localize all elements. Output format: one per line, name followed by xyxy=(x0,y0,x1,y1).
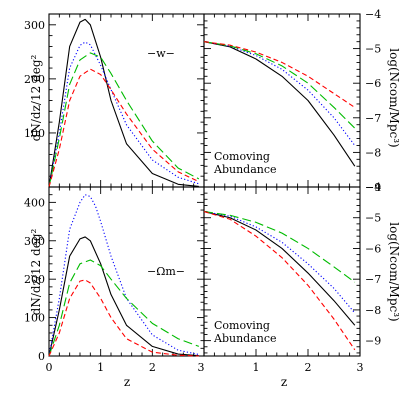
y-tick-label: 200 xyxy=(24,73,45,86)
x-tick-label: 2 xyxy=(305,361,312,374)
left-ylabel-top: dN/dz/12 deg² xyxy=(29,55,43,142)
right-ylabel-bottom: log(Ncom/Mpc³) xyxy=(387,222,401,321)
series-line-long-dash xyxy=(48,52,200,188)
y-tick-label: 0 xyxy=(38,350,45,363)
y-tick-label: 200 xyxy=(24,273,45,286)
annotation-text: −w− xyxy=(147,47,175,60)
y-tick-label: −8 xyxy=(365,304,381,317)
x-tick-label: 1 xyxy=(253,361,260,374)
series-line-long-dash xyxy=(203,211,356,283)
x-tick-label: 3 xyxy=(198,361,205,374)
x-tick-label: 3 xyxy=(357,361,364,374)
panel-top-left: 100 200 300 −w− xyxy=(24,13,205,188)
x-tick-label: 2 xyxy=(149,361,156,374)
y-tick-label: −4 xyxy=(365,181,381,194)
series-line-solid xyxy=(48,18,199,188)
x-tick-label: 1 xyxy=(97,361,104,374)
series-line-long-dash xyxy=(48,259,200,357)
series-line-solid xyxy=(203,41,356,167)
series-line-dotted xyxy=(48,41,199,188)
y-tick-label: 400 xyxy=(24,196,45,209)
series-line-dashed xyxy=(203,41,356,108)
y-tick-label: 300 xyxy=(24,19,45,32)
y-tick-label: −5 xyxy=(365,212,381,225)
x-tick-label: 0 xyxy=(46,361,53,374)
y-tick-label: −4 xyxy=(365,8,381,21)
y-tick-label: 100 xyxy=(24,127,45,140)
series-line-dotted xyxy=(203,41,356,146)
y-tick-label: −5 xyxy=(365,43,381,56)
y-tick-label: 300 xyxy=(24,235,45,248)
panel-bottom-left: 0 100 200 300 400 0 1 2 3 −Ωm− xyxy=(24,186,205,374)
series-line-solid xyxy=(203,211,356,326)
annotation-text: −Ωm− xyxy=(147,265,185,278)
series-line-solid xyxy=(48,236,199,357)
series-line-dashed xyxy=(48,68,200,188)
right-ylabel-top: log(Ncom/Mpc³) xyxy=(387,48,401,147)
y-tick-label: 100 xyxy=(24,312,45,325)
annotation-text: Abundance xyxy=(213,163,277,176)
series-line-dashed xyxy=(48,279,199,357)
xlabel-left: z xyxy=(124,375,130,389)
series-line-dotted xyxy=(203,211,356,314)
y-tick-label: −9 xyxy=(365,181,381,194)
panel-frame xyxy=(203,186,361,357)
y-tick-label: −7 xyxy=(365,273,381,286)
xlabel-right: z xyxy=(281,375,287,389)
annotation-text: Comoving xyxy=(214,150,270,163)
y-tick-label: −8 xyxy=(365,146,381,159)
annotation-text: Abundance xyxy=(213,332,277,345)
series-line-dashed xyxy=(203,211,356,351)
y-tick-label: −6 xyxy=(365,77,381,90)
annotation-text: Comoving xyxy=(214,319,270,332)
y-tick-label: −7 xyxy=(365,112,381,125)
series-line-long-dash xyxy=(203,41,356,129)
y-tick-label: −6 xyxy=(365,242,381,255)
left-ylabel-bottom: dN/dz/12 deg² xyxy=(29,229,43,316)
y-tick-label: −9 xyxy=(365,335,381,348)
